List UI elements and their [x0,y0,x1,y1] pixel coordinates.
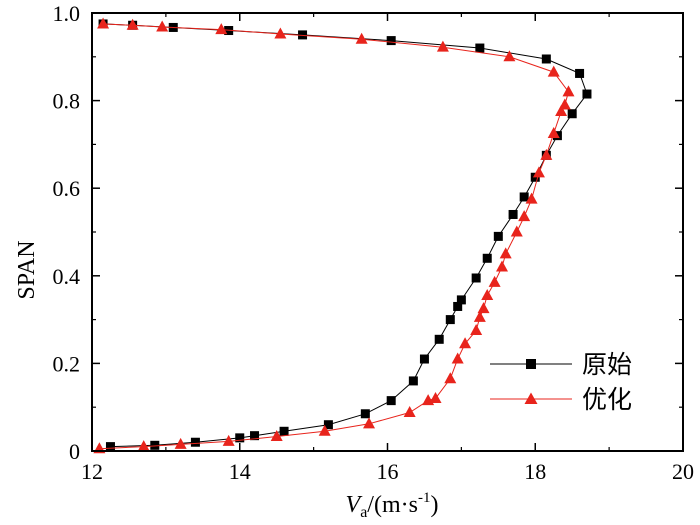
data-point-original [456,295,466,305]
data-point-original [250,431,260,441]
data-point-optimized [270,430,283,442]
data-point-original [482,253,492,263]
data-point-optimized [174,437,187,449]
data-point-optimized [215,23,228,35]
x-tick-label: 12 [81,459,103,484]
data-point-optimized [547,65,560,77]
y-tick-label: 1.0 [53,1,81,26]
legend-square-marker [526,359,536,369]
data-point-optimized [274,27,287,39]
data-point-optimized [503,50,516,62]
data-point-original [386,396,396,406]
data-point-optimized [459,337,472,349]
data-point-original [150,440,160,450]
x-tick-label: 14 [229,459,251,484]
data-point-optimized [488,275,501,287]
data-point-optimized [481,289,494,301]
data-point-original [323,420,333,430]
data-point-optimized [558,98,571,110]
y-tick-label: 0.2 [53,351,81,376]
x-tick-label: 18 [524,459,546,484]
data-point-optimized [318,424,331,436]
data-point-optimized [436,40,449,52]
data-point-optimized [499,247,512,259]
data-point-optimized [518,210,531,222]
data-point-optimized [525,192,538,204]
data-point-optimized [444,372,457,384]
legend-label-optimized: 优化 [582,385,632,414]
data-point-original [541,54,551,64]
data-point-optimized [222,434,235,446]
x-tick-label: 16 [377,459,399,484]
legend-triangle-marker [524,392,538,404]
data-point-original [508,209,518,219]
data-point-optimized [477,302,490,314]
data-point-original [575,68,585,78]
legend-item-original: 原始 [490,350,632,379]
data-point-optimized [496,260,509,272]
axis-ticks: 12 14 16 18 20 0 0.2 0.4 0.6 0.8 1.0 [53,1,695,484]
data-point-optimized [547,126,560,138]
data-point-original [105,442,115,452]
data-point-optimized [429,391,442,403]
data-point-original [419,354,429,364]
series-line-original [103,23,588,448]
data-point-optimized [470,324,483,336]
data-point-optimized [355,32,368,44]
x-axis-label-close: ) [430,492,438,518]
data-point-original [298,30,308,40]
data-point-original [190,437,200,447]
y-tick-label: 0.8 [53,89,81,114]
legend: 原始 优化 [490,350,632,414]
data-point-optimized [137,440,150,452]
data-point-original [360,409,370,419]
data-point-optimized [451,352,464,364]
data-point-original [471,273,481,283]
data-point-optimized [555,105,568,117]
x-axis-label: Va/(m·s-1) [346,490,439,521]
y-tick-label: 0.4 [53,264,81,289]
plot-frame [91,12,684,452]
data-point-optimized [156,20,169,32]
data-point-optimized [97,17,110,29]
series-line-optimized [99,23,570,450]
x-tick-label: 20 [672,459,694,484]
data-point-original [567,109,577,119]
legend-label-original: 原始 [582,350,632,379]
x-axis-label-unit: /(m·s [367,492,418,518]
data-point-optimized [363,417,376,429]
x-axis-label-sub: a [360,504,367,521]
data-point-original [453,301,463,311]
data-point-optimized [540,148,553,160]
y-tick-label: 0 [69,439,80,464]
legend-item-optimized: 优化 [490,385,632,414]
data-point-original [434,334,444,344]
data-point-optimized [562,85,575,97]
data-point-original [386,36,396,46]
x-axis-label-main: V [346,492,363,518]
data-point-optimized [403,405,416,417]
data-point-optimized [126,18,139,30]
data-point-original [408,376,418,386]
y-axis-label: SPAN [14,240,40,299]
plot-area [93,17,592,454]
data-point-original [519,192,529,202]
data-point-original [279,426,289,436]
data-point-original [235,433,245,443]
x-axis-label-sup: -1 [418,490,431,506]
data-point-original [582,89,592,99]
data-point-optimized [510,225,523,237]
data-point-optimized [473,310,486,322]
data-point-original [475,43,485,53]
data-point-original [493,231,503,241]
data-point-optimized [532,166,545,178]
data-point-original [445,315,455,325]
y-tick-label: 0.6 [53,176,81,201]
